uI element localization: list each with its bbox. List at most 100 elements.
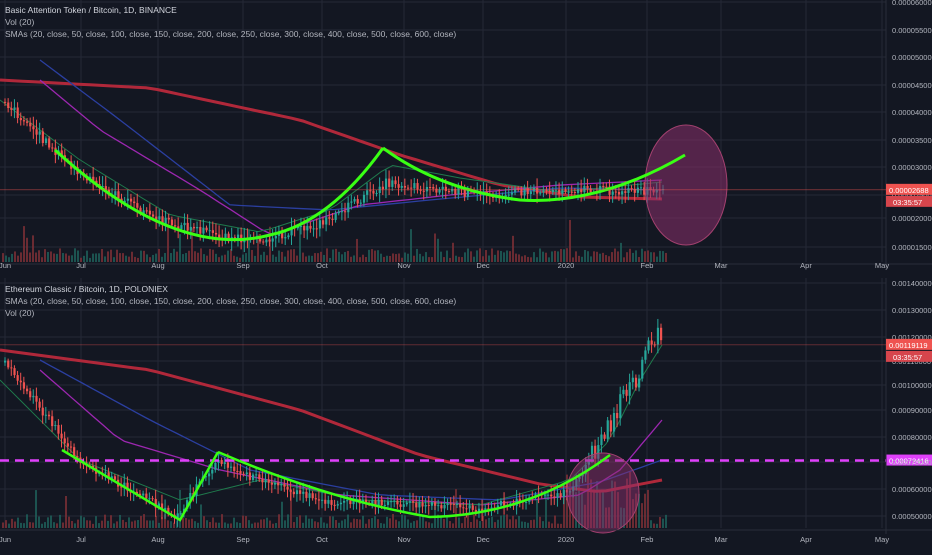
volume-bar — [413, 521, 415, 528]
volume-bar — [344, 519, 346, 528]
volume-bar — [374, 516, 376, 528]
candle — [597, 445, 600, 459]
volume-bar — [302, 252, 304, 262]
volume-bar — [224, 522, 226, 528]
candle — [412, 501, 415, 503]
candle — [402, 504, 405, 507]
candle — [350, 201, 353, 203]
volume-bar — [314, 253, 316, 262]
volume-bar — [479, 521, 481, 528]
highlight-circle — [566, 452, 640, 534]
candle — [397, 184, 400, 188]
x-tick-label: Feb — [641, 261, 654, 270]
volume-bar — [602, 252, 604, 262]
volume-bar — [329, 516, 331, 528]
candle — [496, 505, 499, 508]
candle — [69, 446, 73, 448]
candle — [399, 504, 402, 507]
volume-bar — [347, 514, 349, 528]
candle — [559, 493, 562, 497]
last-price-badge — [886, 183, 932, 195]
volume-bar — [653, 523, 655, 528]
candle — [204, 476, 208, 478]
volume-bar — [284, 520, 286, 528]
volume-bar — [368, 519, 370, 528]
volume-bar — [515, 519, 517, 528]
volume-bar — [575, 251, 577, 262]
candle — [242, 473, 245, 475]
volume-bar — [431, 257, 433, 262]
x-tick-label: 2020 — [558, 535, 575, 544]
volume-bar — [401, 514, 403, 528]
volume-bar — [545, 493, 547, 528]
volume-bar — [566, 474, 568, 528]
volume-bar — [221, 255, 223, 262]
ma-long-line — [0, 78, 663, 201]
volume-bar — [665, 252, 667, 262]
candle — [393, 500, 396, 502]
x-tick-label: Mar — [715, 535, 728, 544]
volume-bar — [491, 516, 493, 528]
volume-bar — [224, 254, 226, 262]
volume-bar — [476, 519, 478, 528]
volume-bar — [14, 521, 16, 528]
volume-bar — [365, 523, 367, 528]
y-tick-label: 0.00005500 — [892, 26, 932, 35]
volume-bar — [239, 522, 241, 528]
volume-bar — [179, 234, 181, 262]
volume-bar — [506, 514, 508, 528]
x-tick-label: Jul — [76, 535, 86, 544]
candle — [180, 225, 183, 230]
candle — [66, 443, 69, 447]
y-tick-label: 0.00004000 — [892, 108, 932, 117]
volume-bar — [452, 523, 454, 528]
volume-bar — [377, 519, 379, 528]
candle — [586, 185, 589, 189]
volume-bar — [104, 514, 106, 528]
candle — [321, 220, 325, 225]
candle — [306, 225, 309, 231]
volume-bar — [20, 522, 22, 528]
y-tick-label: 0.00090000 — [892, 406, 932, 415]
x-tick-label: Jun — [0, 261, 11, 270]
volume-bar — [149, 257, 151, 262]
volume-bar — [581, 256, 583, 262]
candle — [444, 186, 447, 192]
volume-bar — [608, 256, 610, 262]
candle — [459, 503, 462, 508]
candle — [514, 188, 517, 193]
candle — [26, 121, 29, 123]
y-tick-label: 0.00001500 — [892, 243, 932, 252]
y-tick-label: 0.00002000 — [892, 214, 932, 223]
volume-bar — [92, 253, 94, 262]
volume-bar — [578, 255, 580, 262]
candle — [334, 213, 337, 220]
last-price-label: 0.00119119 — [889, 341, 928, 350]
volume-bar — [134, 256, 136, 262]
volume-bar — [482, 515, 484, 528]
volume-bar — [287, 514, 289, 528]
volume-bars — [2, 219, 667, 262]
volume-bar — [257, 234, 259, 262]
x-tick-label: Aug — [151, 535, 164, 544]
candle — [630, 188, 633, 190]
x-tick-label: Jul — [76, 261, 86, 270]
volume-bar — [83, 517, 85, 528]
top-title: Basic Attention Token / Bitcoin, 1D, BIN… — [5, 5, 177, 15]
candle — [353, 199, 356, 202]
volume-bar — [497, 519, 499, 528]
candle — [621, 191, 624, 195]
candle — [258, 474, 261, 480]
candle — [349, 500, 352, 505]
volume-bar — [251, 523, 253, 528]
volume-bar — [437, 514, 439, 528]
bottom-pane: 0.00072416 0.00140000 0.00130000 0.00120000… — [0, 278, 932, 550]
volume-bar — [476, 250, 478, 262]
candle — [617, 191, 621, 195]
candle — [57, 425, 60, 434]
candle — [154, 498, 157, 508]
last-price-badge — [886, 338, 932, 350]
candle — [179, 513, 182, 515]
candle — [567, 191, 570, 193]
volume-bar — [41, 523, 43, 528]
